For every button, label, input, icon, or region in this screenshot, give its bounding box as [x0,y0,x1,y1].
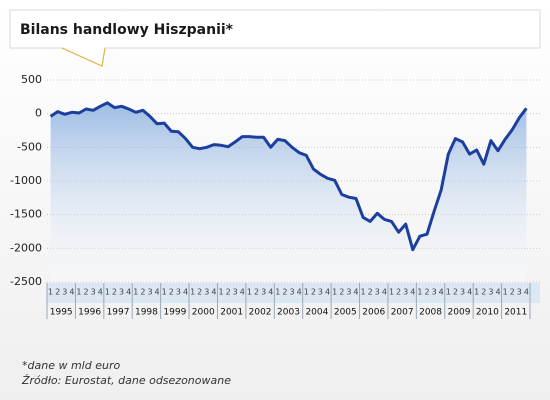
quarter-label: 4 [439,288,444,297]
quarter-label: 3 [147,288,152,297]
quarter-label: 2 [510,288,515,297]
chart-title: Bilans handlowy Hiszpanii* [20,22,234,38]
quarter-label: 3 [488,288,493,297]
quarter-label: 1 [76,288,81,297]
quarter-label: 2 [424,288,429,297]
y-tick-label: -2500 [10,275,42,288]
quarter-label: 3 [204,288,209,297]
line [49,101,528,252]
y-tick-label: -2000 [10,241,42,254]
quarter-label: 4 [98,288,103,297]
year-label: 2009 [448,308,471,318]
quarter-label: 4 [297,288,302,297]
quarter-label: 4 [382,288,387,297]
quarter-label: 4 [268,288,273,297]
quarter-label: 3 [375,288,380,297]
quarter-label: 2 [282,288,287,297]
quarter-label: 1 [162,288,167,297]
year-label: 2001 [220,308,243,318]
quarter-label: 3 [432,288,437,297]
quarter-label: 3 [517,288,522,297]
quarter-label: 4 [69,288,74,297]
year-label: 1996 [78,308,101,318]
quarter-label: 2 [169,288,174,297]
quarter-label: 3 [346,288,351,297]
year-label: 2010 [476,308,499,318]
quarter-label: 4 [495,288,500,297]
quarter-label: 2 [55,288,60,297]
quarter-label: 3 [91,288,96,297]
year-label: 2000 [192,308,215,318]
quarter-label: 3 [119,288,124,297]
quarter-label: 2 [311,288,316,297]
quarter-label: 1 [474,288,479,297]
header-tail [61,47,106,67]
quarter-label: 2 [226,288,231,297]
quarter-label: 4 [183,288,188,297]
quarter-label: 4 [410,288,415,297]
note: Źródło: Eurostat, dane odsezonowane [21,374,231,387]
area [50,102,527,283]
quarter-label: 4 [325,288,330,297]
year-label: 1997 [107,308,130,318]
quarter-label: 4 [524,288,529,297]
quarter-label: 3 [176,288,181,297]
quarter-label: 3 [318,288,323,297]
note: *dane w mld euro [22,359,120,372]
quarter-label: 1 [133,288,138,297]
quarter-label: 2 [197,288,202,297]
year-label: 2004 [305,308,328,318]
quarter-label: 3 [233,288,238,297]
year-label: 2002 [249,308,272,318]
quarter-label: 1 [190,288,195,297]
quarter-label: 3 [290,288,295,297]
quarter-label: 4 [353,288,358,297]
quarter-label: 2 [453,288,458,297]
quarter-label: 1 [332,288,337,297]
year-label: 1998 [135,308,158,318]
y-tick-label: -500 [17,140,42,153]
year-label: 1995 [50,308,73,318]
year-label: 2005 [334,308,357,318]
quarter-label: 2 [140,288,145,297]
quarter-label: 2 [368,288,373,297]
year-label: 1999 [163,308,186,318]
quarter-label: 2 [481,288,486,297]
quarter-label: 2 [339,288,344,297]
quarter-label: 2 [254,288,259,297]
y-tick-label: -1500 [10,208,42,221]
quarter-label: 2 [112,288,117,297]
quarter-label: 2 [396,288,401,297]
quarter-label: 4 [211,288,216,297]
quarter-label: 1 [105,288,110,297]
year-label: 2003 [277,308,300,318]
quarter-label: 3 [460,288,465,297]
y-tick-label: 500 [21,73,42,86]
quarter-label: 4 [155,288,160,297]
year-label: 2008 [419,308,442,318]
quarter-label: 1 [389,288,394,297]
quarter-label: 1 [503,288,508,297]
quarter-label: 1 [218,288,223,297]
quarter-label: 4 [240,288,245,297]
quarter-label: 1 [361,288,366,297]
quarter-label: 3 [261,288,266,297]
quarter-label: 3 [62,288,67,297]
quarter-label: 1 [247,288,252,297]
year-label: 2007 [391,308,414,318]
quarter-label: 1 [48,288,53,297]
quarter-label: 1 [417,288,422,297]
quarter-label: 4 [126,288,131,297]
y-tick-label: -1000 [10,174,42,187]
quarter-label: 1 [446,288,451,297]
quarter-label: 3 [403,288,408,297]
quarter-label: 1 [275,288,280,297]
quarter-label: 2 [84,288,89,297]
quarter-label: 1 [304,288,309,297]
y-tick-label: 0 [35,107,42,120]
quarter-label: 4 [467,288,472,297]
year-label: 2006 [362,308,385,318]
year-label: 2011 [504,308,527,318]
